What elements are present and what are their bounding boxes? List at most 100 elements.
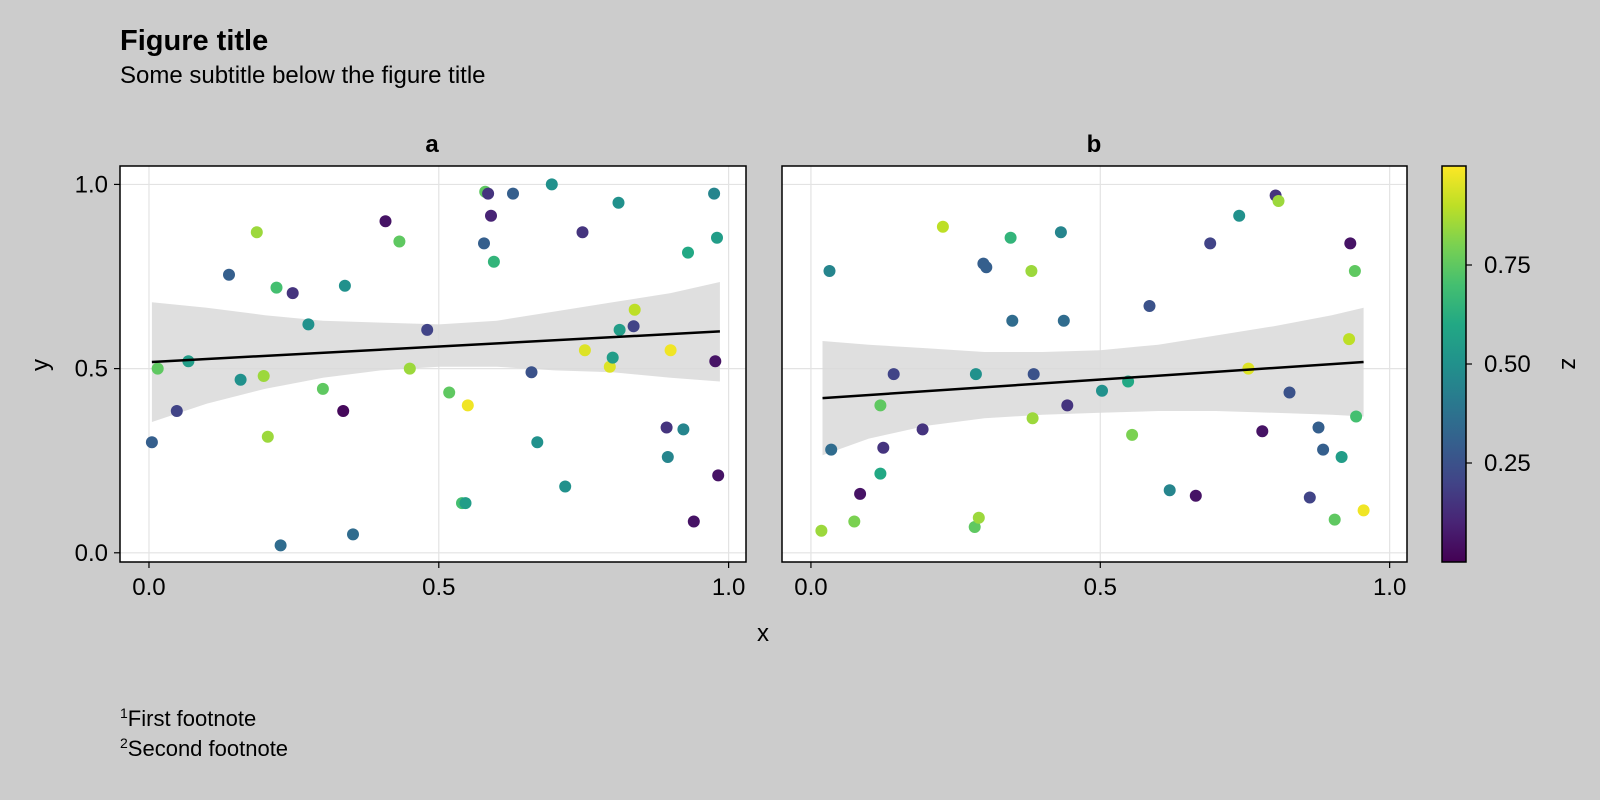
footnote-2: 2Second footnote [120,735,288,761]
data-point [507,187,519,200]
y-axis-label: y [27,359,54,371]
x-tick-label: 1.0 [1373,574,1406,601]
data-point [980,261,993,274]
y-tick-label: 0.5 [75,356,108,383]
panel-b-title: b [1087,131,1102,158]
data-point [443,386,456,399]
data-point [485,209,497,222]
panel-a-frame [119,165,747,563]
data-point [478,237,490,250]
panel-a-plot: 0.0 0.5 1.0 0.0 0.5 1.0 [75,165,747,601]
data-point [1312,421,1325,434]
data-point [257,370,270,382]
data-point [1328,513,1341,526]
data-point [1126,428,1139,441]
data-point [531,436,544,449]
data-point [1256,425,1269,438]
data-point [972,511,985,524]
data-point [677,423,690,436]
data-point [1344,237,1357,250]
data-point [338,279,351,292]
data-point [687,515,700,528]
data-point [887,368,900,381]
data-point [459,497,472,510]
data-point [1303,491,1316,504]
x-tick-label: 0.0 [132,574,165,601]
data-point [1143,300,1156,312]
data-point [628,303,641,316]
colorbar-gradient [1441,165,1467,563]
data-point [250,226,263,239]
data-point [606,351,619,364]
data-point [316,382,329,395]
data-point [1025,265,1038,277]
data-point [274,539,287,552]
data-point [1204,237,1217,250]
data-point [969,368,982,381]
data-point [712,469,725,482]
data-point [682,246,694,259]
data-point [145,436,158,449]
data-point [874,399,887,412]
data-point [664,344,677,357]
colorbar-tick-label: 0.25 [1484,450,1531,477]
footnote-1-mark: 1 [120,705,128,721]
panel-b-frame [781,165,1408,563]
data-point [936,220,949,233]
data-point [1283,386,1296,399]
data-point [487,255,500,268]
data-point [711,231,723,244]
data-point [379,215,392,228]
data-point [1350,410,1363,423]
footnote-1: 1First footnote [120,705,256,731]
data-point [1343,333,1356,346]
footnote-2-mark: 2 [120,735,128,751]
data-point [286,287,299,300]
data-point [576,226,589,239]
data-point [1272,195,1285,207]
figure-title: Figure title [120,25,268,57]
x-tick-label: 1.0 [712,574,745,601]
data-point [661,451,674,463]
data-point [823,265,836,277]
data-point [613,323,626,336]
data-point [1163,484,1176,497]
data-point [627,320,640,333]
data-point [612,196,625,209]
data-point [1357,504,1370,517]
confidence-band [822,307,1364,456]
data-point [815,524,828,537]
data-point [347,528,359,541]
data-point [1317,443,1330,456]
colorbar-tick-label: 0.75 [1484,252,1531,279]
data-point [1026,412,1039,425]
footnote-1-text: First footnote [128,706,256,731]
data-point [1027,368,1040,381]
confidence-band [151,282,720,422]
footnote-2-text: Second footnote [128,736,288,761]
data-point [302,318,315,331]
data-point [916,423,929,436]
colorbar-tick-label: 0.50 [1484,351,1531,378]
x-tick-label: 0.0 [794,574,827,601]
data-point [1054,226,1067,239]
data-point [151,362,164,375]
data-point [261,430,274,443]
data-point [848,515,861,528]
data-point [1004,231,1017,244]
data-point [223,268,235,281]
data-point [1006,314,1019,327]
data-point [1057,314,1070,327]
panel-b-plot: 0.0 0.5 1.0 [781,165,1408,601]
x-tick-label: 0.5 [1084,574,1117,601]
data-point [559,480,572,493]
data-point [461,399,474,412]
data-point [877,441,890,454]
data-point [1061,399,1074,412]
data-point [708,187,721,200]
data-point [854,487,867,500]
data-point [968,521,981,533]
data-point [421,323,434,336]
data-point [578,344,591,357]
